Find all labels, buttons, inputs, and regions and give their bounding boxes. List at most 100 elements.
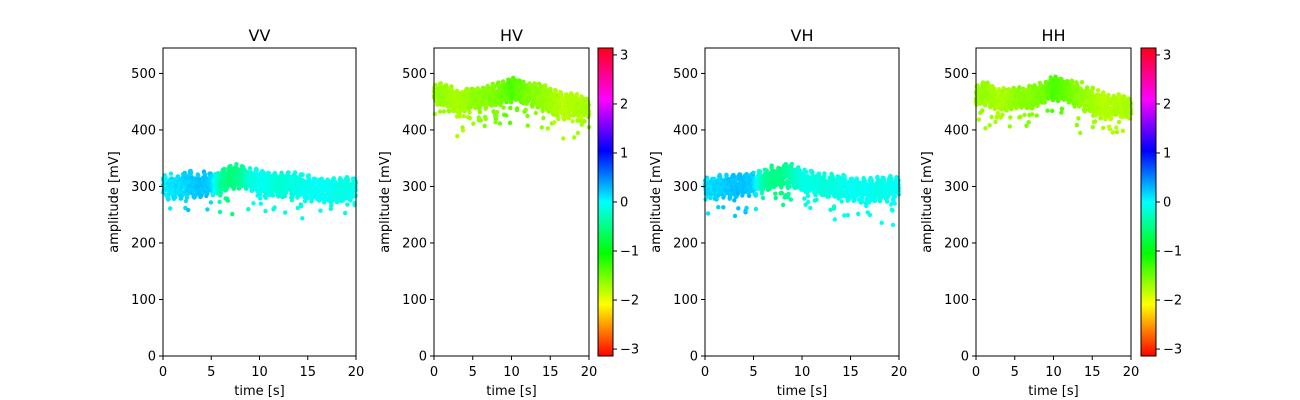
data-point [1024,123,1029,128]
data-point [994,115,1000,120]
x-tick-label: 0 [701,365,709,380]
colorbar-tick-label: −2 [620,294,639,309]
data-point [991,86,997,91]
data-point [570,119,575,124]
data-point [517,78,522,83]
data-point [732,213,738,219]
data-point [545,126,550,131]
data-point [785,195,791,200]
data-point [768,185,773,191]
scatter-points [160,162,359,221]
data-point [283,210,288,215]
data-point [808,205,813,211]
data-point [579,122,584,127]
data-point [822,171,827,176]
data-point [754,192,759,197]
x-axis-label: time [s] [486,384,536,399]
y-tick-label: 300 [402,180,427,195]
y-tick-label: 200 [673,236,698,251]
data-point [508,105,513,111]
data-point [449,84,454,89]
data-point [515,106,520,111]
data-point [786,191,791,197]
data-point [564,92,569,98]
data-point [1018,114,1023,120]
data-point [863,179,868,184]
data-point [345,202,350,207]
data-point [574,91,580,97]
data-point [804,169,809,175]
data-point [540,105,546,110]
data-point [816,171,822,177]
data-point [179,193,184,199]
data-point [989,114,994,120]
data-point [496,80,501,85]
data-point [578,115,583,120]
data-point [582,119,587,124]
data-point [188,170,194,175]
data-point [205,207,210,212]
data-point [864,203,869,209]
colorbar-gradient [597,47,614,357]
data-point [217,209,223,215]
data-point [1030,112,1035,117]
data-point [527,82,533,88]
data-point [525,123,530,128]
data-point [879,195,884,200]
data-point [744,205,749,211]
data-point [995,110,1001,116]
y-tick-label: 300 [131,180,156,195]
data-point [460,128,466,133]
scatter-points [973,74,1134,136]
data-point [1000,112,1005,118]
y-axis-label: amplitude [mV] [649,151,664,253]
data-point [832,217,837,222]
data-point [217,199,222,205]
data-point [468,105,473,110]
data-point [561,136,566,141]
y-axis-label: amplitude [mV] [107,151,122,253]
data-point [993,119,998,125]
data-point [852,197,857,203]
data-point [277,190,283,196]
data-point [1004,108,1009,113]
y-tick-label: 400 [673,123,698,138]
data-point [508,100,514,105]
data-point [705,211,711,216]
x-tick-label: 10 [251,365,268,380]
data-point [740,193,745,198]
data-point [732,198,737,203]
data-point [876,181,881,186]
data-point [996,87,1001,92]
data-point [736,206,741,211]
data-point [215,171,221,176]
data-point [512,78,518,83]
data-point [1002,86,1007,92]
data-point [483,104,489,109]
x-tick-label: 20 [581,365,598,380]
y-tick-label: 200 [131,236,156,251]
y-tick-label: 0 [148,350,156,365]
data-point [318,208,323,213]
x-tick-label: 5 [469,365,477,380]
data-point [860,195,865,201]
data-point [186,207,191,213]
data-point [983,126,988,131]
data-point [470,86,475,92]
data-point [300,172,305,177]
data-point [208,200,214,205]
y-tick-label: 500 [402,67,427,82]
data-point [1022,112,1027,118]
data-point [286,170,291,175]
data-point [856,211,861,217]
data-point [533,110,538,116]
data-point [553,88,558,93]
x-tick-label: 5 [207,365,215,380]
y-tick-label: 500 [131,67,156,82]
colorbar-tick-label: −3 [620,343,639,358]
data-point [457,114,462,119]
data-point [441,109,447,114]
